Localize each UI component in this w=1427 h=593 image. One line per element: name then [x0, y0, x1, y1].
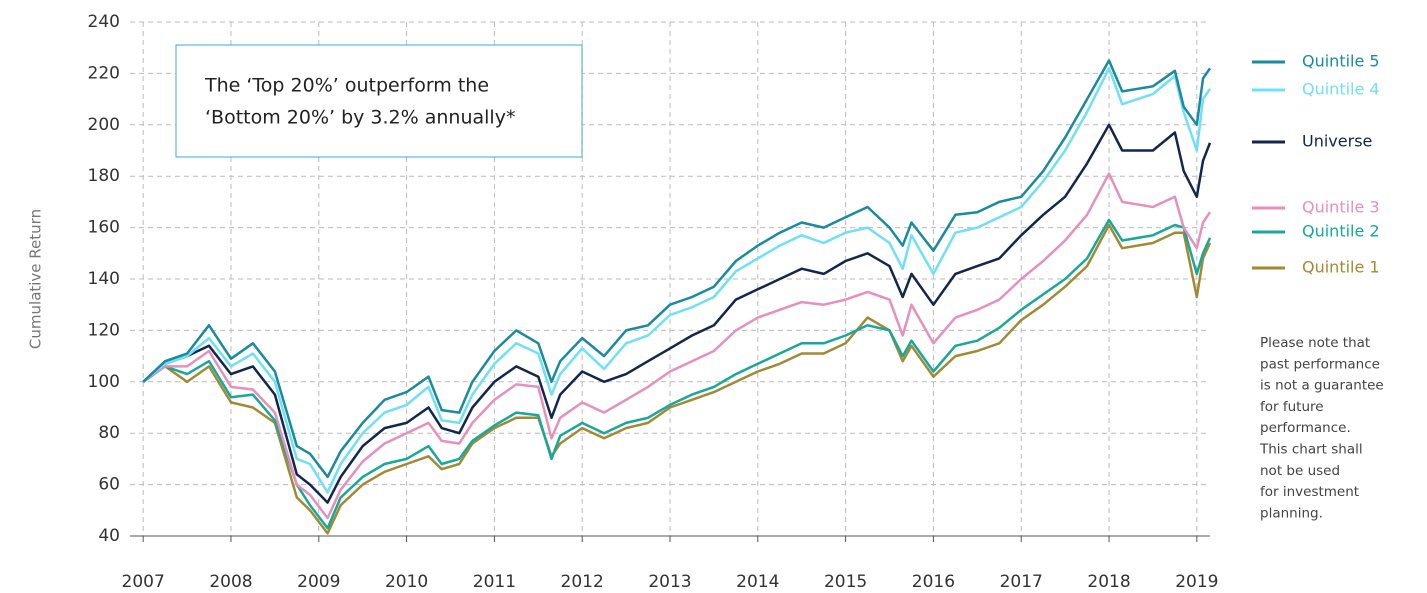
note-text: is not a guarantee: [1260, 378, 1384, 394]
note-text: Please note that: [1260, 335, 1370, 351]
x-tick-label: 2019: [1175, 572, 1218, 592]
y-tick-label: 80: [98, 423, 120, 443]
x-tick-label: 2018: [1087, 572, 1130, 592]
y-tick-label: 240: [88, 12, 120, 32]
x-tick-label: 2010: [385, 572, 428, 592]
y-tick-label: 100: [88, 372, 120, 392]
x-tick-label: 2009: [297, 572, 340, 592]
note-text: for investment: [1260, 484, 1359, 500]
note-text: This chart shall: [1259, 442, 1363, 458]
note-text: for future: [1260, 399, 1324, 415]
y-tick-label: 220: [88, 63, 120, 83]
legend-label: Quintile 3: [1302, 198, 1380, 217]
series-line: [142, 67, 1212, 494]
note-text: performance.: [1260, 420, 1351, 436]
legend-label: Quintile 1: [1302, 258, 1380, 277]
y-tick-label: 200: [88, 115, 120, 135]
x-tick-label: 2011: [473, 572, 516, 592]
legend-label: Quintile 5: [1302, 52, 1380, 71]
annotation-text: The ‘Top 20%’ outperform the: [204, 75, 489, 97]
note-text: past performance: [1260, 356, 1380, 372]
note-text: not be used: [1260, 463, 1340, 479]
x-tick-label: 2007: [122, 572, 165, 592]
y-tick-label: 140: [88, 269, 120, 289]
x-tick-label: 2008: [209, 572, 252, 592]
x-tick-label: 2014: [736, 572, 779, 592]
note-text: planning.: [1260, 505, 1323, 521]
y-tick-label: 180: [88, 166, 120, 186]
x-tick-label: 2012: [561, 572, 604, 592]
series-line: [142, 223, 1212, 535]
y-tick-label: 60: [98, 475, 120, 495]
series-line: [142, 218, 1212, 530]
annotation-text: ‘Bottom 20%’ by 3.2% annually*: [205, 107, 515, 129]
series-line: [142, 123, 1212, 504]
legend-label: Quintile 4: [1302, 80, 1380, 99]
series-line: [142, 59, 1212, 479]
x-tick-label: 2017: [1000, 572, 1043, 592]
annotation-box: [175, 44, 583, 158]
y-tick-label: 160: [88, 218, 120, 238]
y-tick-label: 40: [98, 526, 120, 546]
x-tick-label: 2016: [912, 572, 955, 592]
y-axis-label: Cumulative Return: [27, 209, 45, 349]
x-tick-label: 2013: [648, 572, 691, 592]
legend-label: Universe: [1302, 132, 1372, 151]
y-tick-label: 120: [88, 320, 120, 340]
series-line: [142, 172, 1212, 520]
legend-label: Quintile 2: [1302, 222, 1380, 241]
x-tick-label: 2015: [824, 572, 867, 592]
